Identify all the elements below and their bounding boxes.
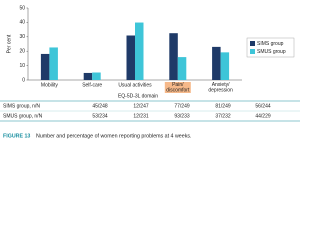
table-cell: 77/249 <box>174 103 190 109</box>
category-highlight <box>164 82 191 93</box>
y-tick-label: 50 <box>19 5 25 11</box>
legend-swatch <box>250 41 255 46</box>
bar <box>177 57 187 80</box>
row-label: SMUS group, n/N <box>3 113 43 119</box>
bar <box>135 22 144 81</box>
table-cell: 53/234 <box>92 113 108 119</box>
legend-label: SIMS group <box>257 41 284 47</box>
bar <box>49 47 58 80</box>
x-tick-label: Self-care <box>82 82 102 88</box>
x-tick-label: Pain/discomfort <box>166 82 190 94</box>
bar <box>212 46 221 80</box>
x-tick-label: Anxiety/depression <box>208 82 233 94</box>
legend-swatch <box>250 49 255 54</box>
bar <box>220 52 230 80</box>
x-axis-title: EQ-5D-3L domain <box>118 93 158 99</box>
figure: Per cent EQ-5D-3L domain FIGURE 13 Numbe… <box>0 5 300 139</box>
bar <box>126 35 135 80</box>
row-label: SIMS group, n/N <box>3 103 40 109</box>
y-tick-label: 0 <box>22 77 25 83</box>
y-tick-label: 10 <box>19 63 25 69</box>
table-cell: 37/232 <box>215 113 231 119</box>
bar <box>169 33 178 80</box>
table-cell: 56/244 <box>255 103 271 109</box>
bar <box>83 72 93 80</box>
table-cell: 44/229 <box>255 113 271 119</box>
bar <box>92 72 101 80</box>
legend-box <box>246 37 295 58</box>
x-tick-label: Mobility <box>41 82 58 88</box>
table-cell: 45/248 <box>92 103 108 109</box>
y-tick-label: 40 <box>19 20 25 26</box>
x-tick-label: Usual activities <box>118 82 152 88</box>
y-axis-title: Per cent <box>6 34 12 53</box>
table-cell: 12/231 <box>133 113 149 119</box>
y-tick-label: 30 <box>19 34 25 40</box>
table-cell: 93/233 <box>174 113 190 119</box>
table-cell: 81/249 <box>215 103 231 109</box>
caption-text: Number and percentage of women reporting… <box>36 133 191 139</box>
bar <box>40 53 50 80</box>
caption-label: FIGURE 13 <box>3 133 30 139</box>
y-tick-label: 20 <box>19 49 25 55</box>
legend-label: SMUS group <box>257 49 286 55</box>
table-cell: 12/247 <box>133 103 149 109</box>
